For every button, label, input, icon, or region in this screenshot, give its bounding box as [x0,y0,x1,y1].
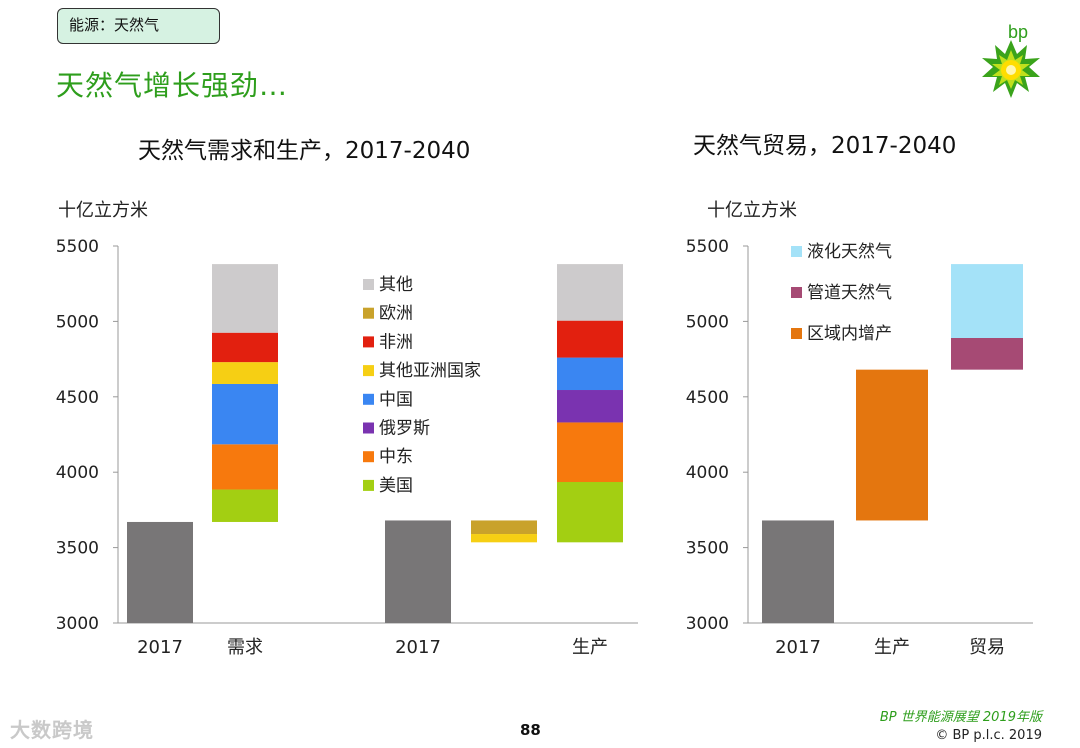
y-tick-label: 4000 [56,463,99,483]
legend-swatch [791,246,802,257]
bar-segment-液化天然气 [951,264,1023,338]
x-category-label: 2017 [137,637,183,658]
legend-swatch [363,451,374,463]
chart-1: 天然气需求和生产，2017-2040 十亿立方米 3000 3500 4000 4500 5… [56,138,638,658]
page-title: 天然气增长强劲… [56,69,289,102]
legend-label: 非洲 [379,332,413,352]
footer-publication: BP 世界能源展望 2019年版 [879,710,1042,725]
bar-segment-中国 [212,383,278,445]
bar-segment-中东 [212,444,278,490]
chart-title: 天然气贸易，2017-2040 [693,133,956,159]
legend-swatch [363,422,374,434]
y-tick-label: 5500 [56,237,99,257]
y-tick-label: 3500 [686,539,729,559]
legend-label: 美国 [379,476,413,496]
y-tick-label: 4500 [56,388,99,408]
legend-label: 区域内增产 [807,324,892,344]
bar-segment-欧洲 [471,520,537,535]
bar-segment-美国 [557,482,623,543]
chart-title: 天然气需求和生产，2017-2040 [138,138,470,164]
x-category-label: 贸易 [969,637,1005,658]
legend-swatch [791,287,802,298]
legend-swatch [363,279,374,290]
brand-text: bp [1008,22,1028,42]
legend-label: 中东 [379,447,413,467]
chart-2: 天然气贸易，2017-2040 十亿立方米 3000 3500 4000 4500 5000… [686,133,1033,658]
y-tick-label: 5500 [686,237,729,257]
y-tick-label: 3500 [56,539,99,559]
page-number: 88 [520,721,541,739]
y-tick-label: 3000 [56,614,99,634]
bar-segment-非洲 [557,320,623,358]
bar-segment-其他亚洲国家 [471,534,537,543]
x-category-label: 2017 [395,637,441,658]
legend-swatch [363,336,374,348]
watermark: 大数跨境 [10,718,94,742]
legend-label: 欧洲 [379,304,413,324]
bar-segment-base [127,521,193,623]
bar-segment-中国 [557,357,623,391]
x-category-label: 需求 [227,637,263,658]
y-tick-label: 4000 [686,463,729,483]
bar-segment-俄罗斯 [557,390,623,423]
bar-segment-区域内增产 [856,369,928,521]
bar-segment-其他 [557,264,623,321]
legend-label: 中国 [379,390,413,410]
bp-logo: bp [978,18,1044,102]
legend-swatch [363,307,374,319]
x-category-label: 生产 [572,637,608,658]
footer-copyright: © BP p.l.c. 2019 [935,728,1042,743]
x-category-label: 2017 [775,637,821,658]
bar-segment-中东 [557,422,623,483]
legend-label: 其他 [379,275,413,295]
y-tick-label: 4500 [686,388,729,408]
y-tick-label: 5000 [686,312,729,332]
legend-swatch [363,393,374,405]
y-axis-unit: 十亿立方米 [707,200,797,221]
topic-tag: 能源：天然气 [57,8,220,44]
y-tick-label: 5000 [56,312,99,332]
bar-segment-美国 [212,489,278,522]
bar-segment-base [385,520,451,623]
bar-segment-其他 [212,264,278,333]
bar-segment-base [762,520,834,623]
bar-segment-非洲 [212,332,278,363]
bar-segment-管道天然气 [951,337,1023,370]
legend-label: 管道天然气 [807,283,892,303]
x-category-label: 生产 [874,637,910,658]
legend-swatch [363,479,374,491]
legend-swatch [791,328,802,339]
legend-swatch [363,365,374,377]
bar-segment-其他亚洲国家 [212,362,278,384]
legend-label: 其他亚洲国家 [379,361,481,381]
y-tick-label: 3000 [686,614,729,634]
y-axis-unit: 十亿立方米 [58,200,148,221]
legend-label: 液化天然气 [807,242,892,262]
legend-label: 俄罗斯 [379,419,430,439]
